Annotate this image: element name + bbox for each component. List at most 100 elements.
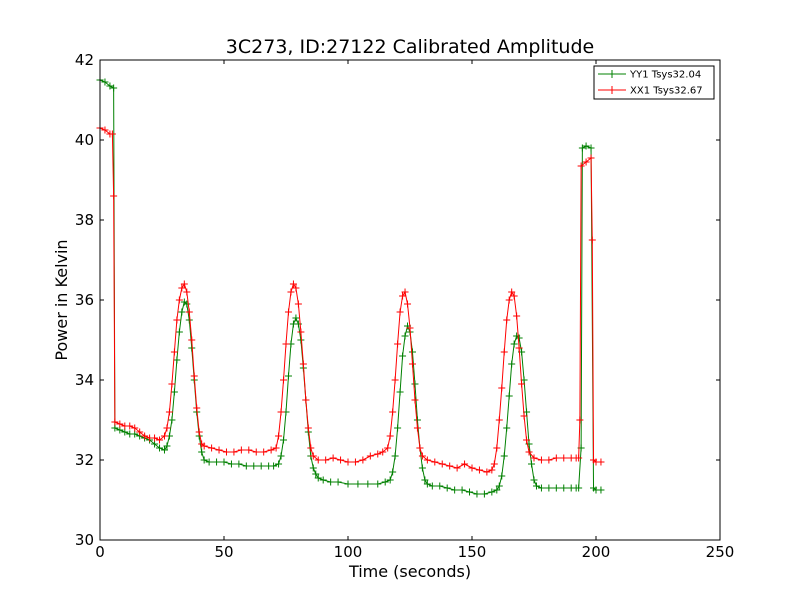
data-point-yy1-5 bbox=[116, 426, 124, 434]
data-point-yy1-17 bbox=[168, 416, 176, 424]
data-point-xx1-77 bbox=[408, 360, 416, 368]
data-point-xx1-72 bbox=[396, 308, 404, 316]
data-point-yy1-118 bbox=[587, 144, 595, 152]
data-point-xx1-40 bbox=[267, 446, 275, 454]
data-point-xx1-34 bbox=[222, 448, 230, 456]
data-point-yy1-56 bbox=[312, 470, 320, 478]
data-point-xx1-109 bbox=[545, 456, 553, 464]
data-point-yy1-6 bbox=[121, 428, 129, 436]
data-point-xx1-82 bbox=[423, 456, 431, 464]
data-point-xx1-65 bbox=[374, 450, 382, 458]
data-point-xx1-5 bbox=[111, 418, 119, 426]
data-point-yy1-12 bbox=[151, 440, 159, 448]
data-point-yy1-69 bbox=[394, 424, 402, 432]
chart-title: 3C273, ID:27122 Calibrated Amplitude bbox=[226, 36, 594, 58]
data-point-xx1-45 bbox=[282, 340, 290, 348]
data-point-xx1-28 bbox=[193, 404, 201, 412]
data-point-xx1-55 bbox=[307, 444, 315, 452]
data-point-xx1-27 bbox=[190, 372, 198, 380]
data-point-yy1-76 bbox=[411, 380, 419, 388]
data-point-xx1-107 bbox=[530, 454, 538, 462]
y-tick-label-2: 34 bbox=[75, 371, 94, 389]
data-point-yy1-29 bbox=[198, 448, 206, 456]
data-point-xx1-79 bbox=[413, 424, 421, 432]
data-point-yy1-40 bbox=[270, 462, 278, 470]
data-point-yy1-89 bbox=[480, 490, 488, 498]
data-point-xx1-83 bbox=[431, 458, 439, 466]
data-point-yy1-45 bbox=[284, 372, 292, 380]
data-point-xx1-111 bbox=[560, 454, 568, 462]
data-point-yy1-41 bbox=[275, 460, 283, 468]
data-point-yy1-81 bbox=[423, 480, 431, 488]
data-point-yy1-87 bbox=[466, 488, 474, 496]
data-point-xx1-70 bbox=[391, 376, 399, 384]
data-point-yy1-68 bbox=[391, 452, 399, 460]
data-point-yy1-33 bbox=[220, 458, 228, 466]
data-point-yy1-64 bbox=[374, 480, 382, 488]
data-point-yy1-23 bbox=[183, 300, 191, 308]
data-point-yy1-88 bbox=[473, 490, 481, 498]
legend-label-yy1: YY1 Tsys32.04 bbox=[629, 70, 701, 81]
data-point-xx1-52 bbox=[299, 360, 307, 368]
data-point-xx1-73 bbox=[399, 292, 407, 300]
data-point-xx1-33 bbox=[215, 446, 223, 454]
data-point-xx1-116 bbox=[577, 162, 585, 170]
data-point-xx1-4 bbox=[110, 192, 118, 200]
data-point-xx1-118 bbox=[587, 154, 595, 162]
data-point-xx1-13 bbox=[151, 434, 159, 442]
data-point-xx1-37 bbox=[245, 446, 253, 454]
data-point-yy1-1 bbox=[101, 78, 109, 86]
data-point-yy1-8 bbox=[131, 430, 139, 438]
data-point-yy1-57 bbox=[314, 474, 322, 482]
data-point-yy1-106 bbox=[530, 476, 538, 484]
data-point-xx1-117 bbox=[582, 158, 590, 166]
data-point-yy1-72 bbox=[401, 332, 409, 340]
data-point-yy1-83 bbox=[436, 482, 444, 490]
data-point-xx1-25 bbox=[185, 308, 193, 316]
data-point-xx1-17 bbox=[165, 408, 173, 416]
legend-box bbox=[593, 65, 715, 100]
data-point-xx1-94 bbox=[495, 416, 503, 424]
y-tick-label-3: 36 bbox=[75, 291, 94, 309]
data-point-xx1-49 bbox=[292, 284, 300, 292]
x-axis-label: Time (seconds) bbox=[348, 562, 471, 581]
data-point-xx1-102 bbox=[515, 344, 523, 352]
data-point-xx1-46 bbox=[284, 308, 292, 316]
data-point-xx1-31 bbox=[200, 442, 208, 450]
data-point-xx1-3 bbox=[108, 130, 116, 138]
data-point-xx1-100 bbox=[510, 292, 518, 300]
data-point-yy1-80 bbox=[421, 476, 429, 484]
data-point-xx1-19 bbox=[170, 348, 178, 356]
data-point-xx1-62 bbox=[351, 458, 359, 466]
data-point-yy1-104 bbox=[525, 440, 533, 448]
data-point-yy1-95 bbox=[503, 424, 511, 432]
data-point-xx1-20 bbox=[173, 316, 181, 324]
data-point-yy1-85 bbox=[451, 486, 459, 494]
data-point-xx1-84 bbox=[438, 460, 446, 468]
data-point-yy1-62 bbox=[354, 480, 362, 488]
data-point-xx1-90 bbox=[483, 468, 491, 476]
data-point-xx1-41 bbox=[272, 444, 280, 452]
data-point-xx1-58 bbox=[322, 456, 330, 464]
data-point-xx1-71 bbox=[394, 340, 402, 348]
data-point-xx1-36 bbox=[237, 446, 245, 454]
data-point-xx1-105 bbox=[523, 436, 531, 444]
data-point-yy1-90 bbox=[488, 488, 496, 496]
data-point-yy1-71 bbox=[399, 352, 407, 360]
data-point-xx1-85 bbox=[446, 462, 454, 470]
data-point-xx1-38 bbox=[252, 448, 260, 456]
data-point-yy1-2 bbox=[106, 82, 114, 90]
data-point-xx1-50 bbox=[294, 300, 302, 308]
data-point-xx1-64 bbox=[366, 452, 374, 460]
data-point-yy1-21 bbox=[178, 308, 186, 316]
data-point-yy1-116 bbox=[578, 144, 586, 152]
data-point-xx1-26 bbox=[188, 336, 196, 344]
data-point-yy1-121 bbox=[597, 486, 605, 494]
data-point-yy1-58 bbox=[319, 476, 327, 484]
data-point-yy1-59 bbox=[327, 478, 335, 486]
data-point-xx1-43 bbox=[277, 408, 285, 416]
data-point-xx1-67 bbox=[384, 444, 392, 452]
data-point-xx1-16 bbox=[163, 424, 171, 432]
